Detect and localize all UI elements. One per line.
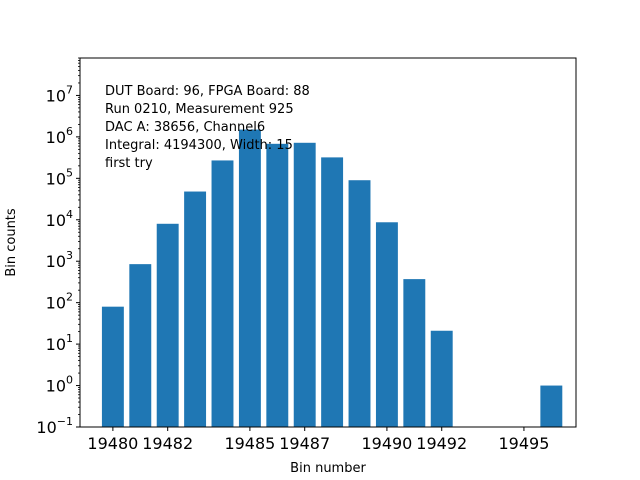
x-tick-label: 19482: [142, 434, 193, 453]
x-axis-ticks: 19480 19482 19485 19487 19490 19492 19495: [87, 427, 549, 453]
x-tick-label: 19495: [498, 434, 549, 453]
bar: [293, 142, 316, 427]
y-tick-label: 105: [46, 166, 73, 188]
annotation-line: DUT Board: 96, FPGA Board: 88: [105, 84, 310, 99]
annotation-box: DUT Board: 96, FPGA Board: 88 Run 0210, M…: [105, 84, 310, 171]
bar: [321, 157, 344, 428]
y-tick-label: 10−1: [36, 415, 73, 437]
annotation-line: DAC A: 38656, Channel6: [105, 120, 265, 135]
y-tick-label: 103: [46, 249, 73, 271]
bar: [211, 160, 234, 428]
y-axis-label: Bin counts: [4, 208, 19, 277]
y-tick-label: 107: [46, 83, 73, 105]
bar: [375, 222, 398, 427]
bar: [403, 279, 426, 427]
bar: [101, 306, 124, 427]
plot-frame: [79, 57, 577, 428]
y-tick-label: 100: [46, 374, 73, 396]
x-tick-label: 19492: [416, 434, 467, 453]
y-tick-label: 102: [46, 291, 73, 313]
bar: [540, 385, 563, 427]
y-tick-label: 106: [46, 125, 73, 147]
x-tick-label: 19480: [87, 434, 138, 453]
x-tick-label: 19490: [361, 434, 412, 453]
annotation-line: Run 0210, Measurement 925: [105, 102, 294, 117]
bar: [184, 191, 207, 427]
y-axis-ticks: 10−1 100 101 102 103 104 105 106 107: [36, 57, 80, 437]
y-tick-label: 104: [46, 208, 73, 230]
bar: [430, 330, 453, 427]
bar: [129, 264, 152, 427]
bar: [348, 180, 371, 427]
bars-group: [101, 129, 563, 428]
y-tick-label: 101: [46, 332, 73, 354]
x-tick-label: 19487: [279, 434, 330, 453]
annotation-line: first try: [105, 156, 153, 171]
x-axis-label: Bin number: [290, 461, 366, 476]
x-tick-label: 19485: [224, 434, 275, 453]
bar: [266, 143, 289, 428]
bar: [156, 223, 179, 427]
annotation-line: Integral: 4194300, Width: 15: [105, 138, 293, 153]
bar: [238, 129, 261, 427]
